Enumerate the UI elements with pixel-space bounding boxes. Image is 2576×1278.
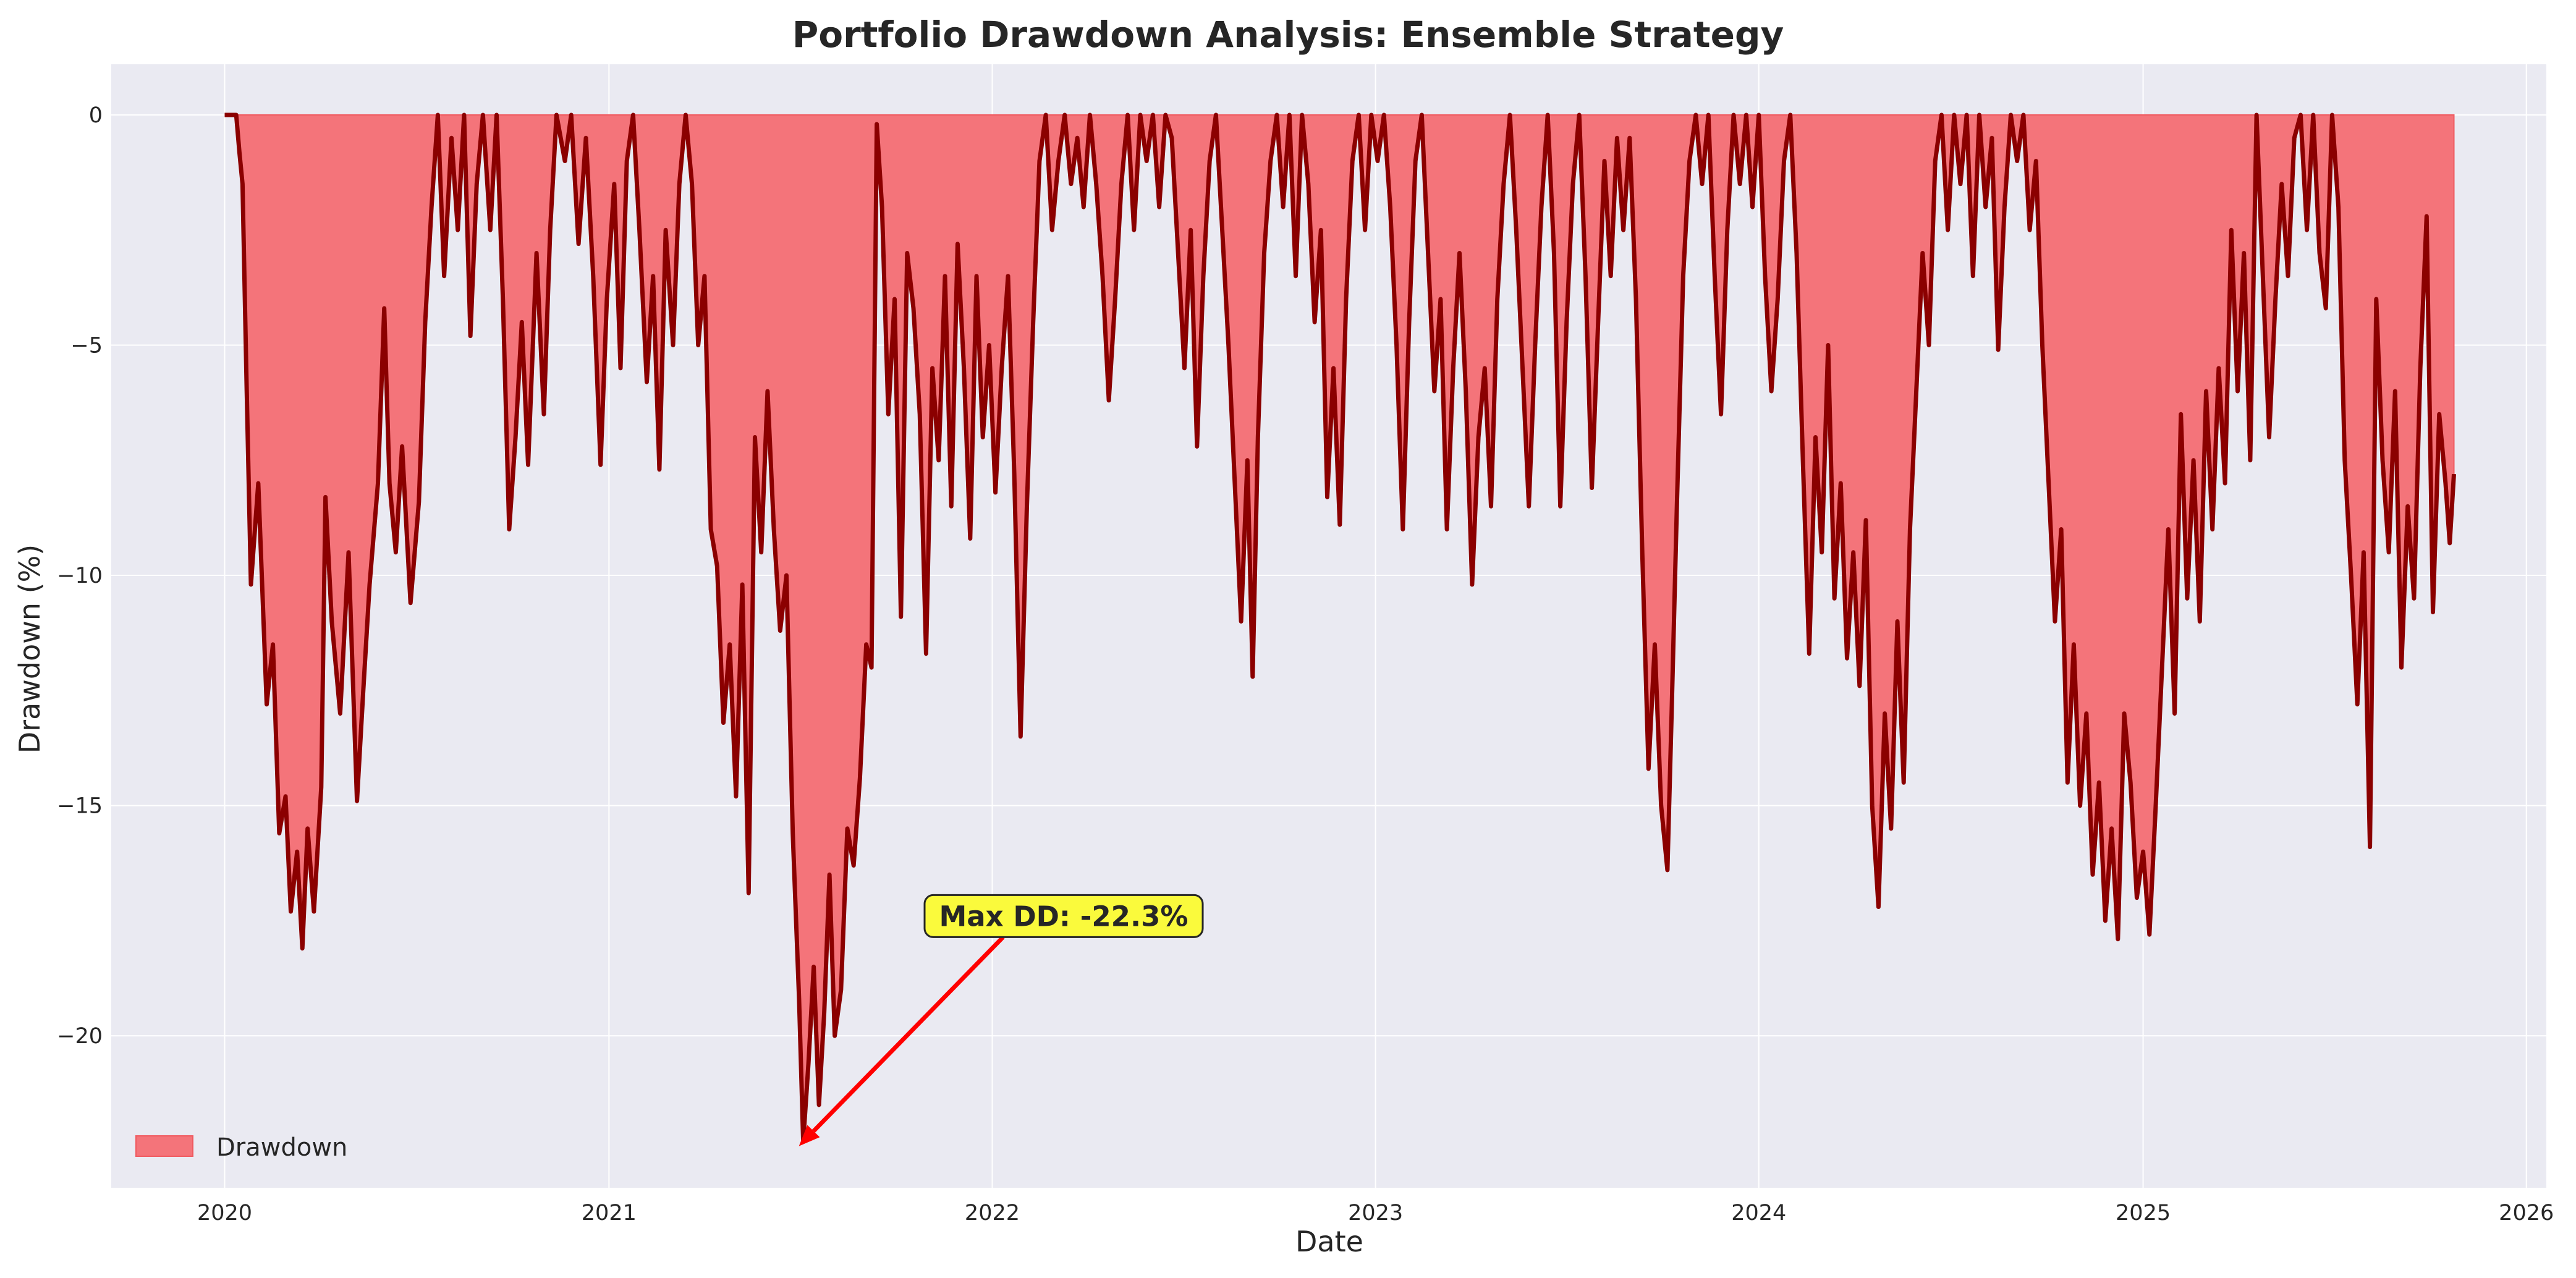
x-tick-label: 2020 <box>197 1201 252 1225</box>
legend: Drawdown <box>135 1133 347 1162</box>
legend-swatch-drawdown <box>135 1135 193 1157</box>
drawdown-line <box>224 112 2456 1144</box>
y-tick-label: −15 <box>57 794 103 819</box>
legend-label-drawdown: Drawdown <box>216 1133 347 1162</box>
x-tick-label: 2024 <box>1731 1201 1786 1225</box>
y-tick-label: −5 <box>70 334 103 358</box>
y-tick-label: 0 <box>89 103 103 128</box>
x-tick-label: 2023 <box>1348 1201 1403 1225</box>
y-axis-ticks: 0 −5 −10 −15 −20 <box>57 103 103 1049</box>
annotation-arrowhead <box>799 1125 820 1146</box>
x-tick-label: 2026 <box>2499 1201 2554 1225</box>
annotation-arrow <box>811 935 1005 1133</box>
x-tick-label: 2021 <box>582 1201 637 1225</box>
y-axis-label: Drawdown (%) <box>13 544 46 754</box>
max-drawdown-annotation: Max DD: -22.3% <box>799 894 1204 1146</box>
x-axis-ticks: 2020 2021 2022 2023 2024 2025 2026 <box>197 1201 2554 1225</box>
x-tick-label: 2025 <box>2116 1201 2171 1225</box>
y-tick-label: −10 <box>57 564 103 588</box>
annotation-box <box>923 894 1204 938</box>
chart-title: Portfolio Drawdown Analysis: Ensemble St… <box>792 14 1784 56</box>
y-tick-label: −20 <box>57 1024 103 1049</box>
x-tick-label: 2022 <box>965 1201 1020 1225</box>
annotation-label: Max DD: -22.3% <box>939 900 1188 933</box>
x-axis-label: Date <box>1295 1225 1363 1258</box>
